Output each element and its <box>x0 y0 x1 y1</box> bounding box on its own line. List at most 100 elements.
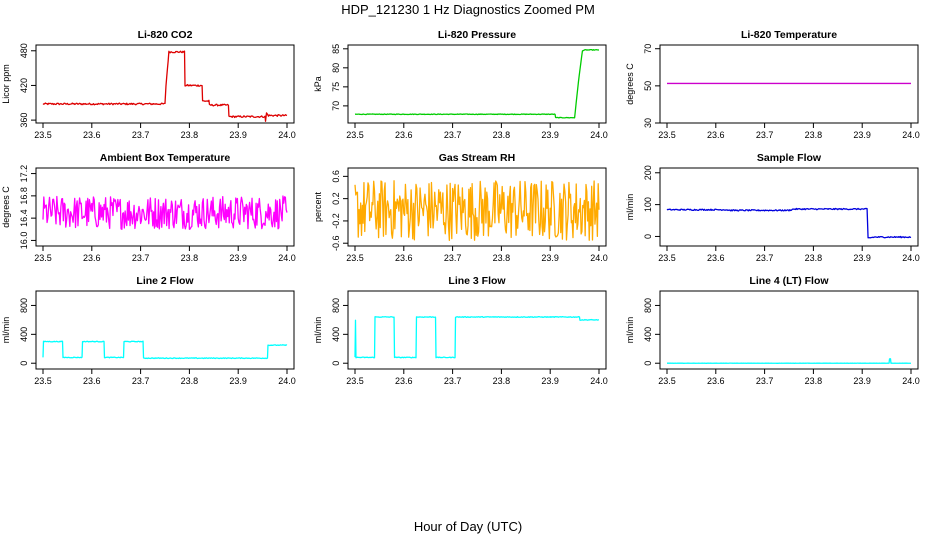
x-tick-label: 23.5 <box>658 130 676 140</box>
x-tick-label: 23.7 <box>756 376 774 386</box>
x-tick-label: 23.6 <box>83 253 101 263</box>
x-tick-label: 23.5 <box>346 376 364 386</box>
series-line <box>354 180 600 241</box>
x-tick-label: 23.8 <box>493 130 511 140</box>
x-tick-label: 23.6 <box>707 253 725 263</box>
y-tick-label: 400 <box>643 327 653 342</box>
y-tick-label: 0 <box>331 361 341 366</box>
panel-title: Li-820 Temperature <box>741 29 837 41</box>
x-tick-label: 23.7 <box>756 253 774 263</box>
chart-panel: Gas Stream RH percent 23.5 23.6 23.7 23.8 23.9… <box>313 152 608 263</box>
y-tick-label: 85 <box>331 44 341 54</box>
plot-frame <box>35 290 295 370</box>
y-axis-label: ml/min <box>625 194 635 221</box>
plot-frame <box>347 167 607 247</box>
y-axis-label: degrees C <box>1 186 11 228</box>
y-tick-label: 0 <box>19 361 29 366</box>
y-tick-label: 30 <box>643 118 653 128</box>
x-tick-label: 23.9 <box>541 130 559 140</box>
chart-panel: Li-820 CO2 Licor ppm 23.5 23.6 23.7 23.8 23.9 2… <box>1 29 296 140</box>
y-tick-label: 420 <box>19 78 29 93</box>
x-tick-label: 23.7 <box>444 376 462 386</box>
x-tick-label: 23.6 <box>707 130 725 140</box>
y-tick-label: 400 <box>19 327 29 342</box>
x-tick-label: 23.5 <box>34 376 52 386</box>
y-tick-label: 75 <box>331 82 341 92</box>
x-tick-label: 23.9 <box>229 130 247 140</box>
x-tick-label: 23.7 <box>444 253 462 263</box>
x-tick-label: 23.7 <box>444 130 462 140</box>
plot-frame <box>35 167 295 247</box>
y-axis-label: ml/min <box>1 317 11 344</box>
x-tick-label: 23.9 <box>853 253 871 263</box>
y-tick-label: 400 <box>331 327 341 342</box>
x-tick-label: 23.8 <box>181 253 199 263</box>
series-line <box>354 315 600 359</box>
y-tick-label: 70 <box>643 44 653 54</box>
plot-frame <box>659 167 919 247</box>
x-tick-label: 24.0 <box>590 130 608 140</box>
x-tick-label: 23.6 <box>395 376 413 386</box>
chart-panel: Line 2 Flow ml/min 23.5 23.6 23.7 23.8 23.9 24.… <box>1 275 296 386</box>
x-tick-label: 23.7 <box>132 253 150 263</box>
y-axis-label: ml/min <box>625 317 635 344</box>
chart-panel: Li-820 Pressure kPa 23.5 23.6 23.7 23.8 23.9 24… <box>313 29 608 140</box>
panel-title: Li-820 CO2 <box>138 29 193 41</box>
x-tick-label: 23.9 <box>853 376 871 386</box>
y-tick-label: 16.8 <box>19 187 29 205</box>
x-tick-label: 24.0 <box>278 376 296 386</box>
x-tick-label: 23.7 <box>132 376 150 386</box>
plot-frame <box>347 290 607 370</box>
x-tick-label: 23.9 <box>541 376 559 386</box>
x-tick-label: 23.6 <box>395 130 413 140</box>
x-tick-label: 23.7 <box>756 130 774 140</box>
series-line <box>354 49 600 119</box>
x-tick-label: 24.0 <box>278 130 296 140</box>
x-tick-label: 24.0 <box>902 130 920 140</box>
y-tick-label: 50 <box>643 81 653 91</box>
x-tick-label: 23.8 <box>805 253 823 263</box>
y-tick-label: -0.2 <box>331 213 341 229</box>
panel-title: Line 3 Flow <box>448 275 506 287</box>
x-tick-label: 23.6 <box>83 376 101 386</box>
panel-grid: Li-820 CO2 Licor ppm 23.5 23.6 23.7 23.8 23.9 2… <box>1 29 920 386</box>
y-tick-label: 800 <box>19 298 29 313</box>
x-tick-label: 24.0 <box>902 376 920 386</box>
chart-panel: Line 4 (LT) Flow ml/min 23.5 23.6 23.7 23.8 23… <box>625 275 920 386</box>
panel-title: Li-820 Pressure <box>438 29 516 41</box>
x-tick-label: 23.9 <box>541 253 559 263</box>
x-tick-label: 23.8 <box>805 130 823 140</box>
x-tick-label: 23.8 <box>181 376 199 386</box>
x-tick-label: 23.9 <box>229 376 247 386</box>
y-tick-label: 800 <box>331 298 341 313</box>
y-tick-label: 0.6 <box>331 170 341 183</box>
y-axis-label: ml/min <box>313 317 323 344</box>
x-tick-label: 24.0 <box>590 253 608 263</box>
x-tick-label: 23.9 <box>229 253 247 263</box>
y-tick-label: 0.2 <box>331 192 341 205</box>
x-tick-label: 23.5 <box>658 253 676 263</box>
y-tick-label: 360 <box>19 113 29 128</box>
x-tick-label: 23.5 <box>34 130 52 140</box>
y-tick-label: 16.0 <box>19 232 29 250</box>
y-axis-label: degrees C <box>625 63 635 105</box>
chart-panel: Li-820 Temperature degrees C 23.5 23.6 23.7 2… <box>625 29 920 140</box>
figure-title: HDP_121230 1 Hz Diagnostics Zoomed PM <box>341 2 595 17</box>
plot-frame <box>35 44 295 124</box>
panel-title: Sample Flow <box>757 152 822 164</box>
figure-x-axis-label: Hour of Day (UTC) <box>414 519 522 534</box>
y-tick-label: 17.2 <box>19 165 29 183</box>
series-line <box>666 358 912 364</box>
x-tick-label: 24.0 <box>278 253 296 263</box>
panel-title: Gas Stream RH <box>439 152 515 164</box>
plot-frame <box>659 44 919 124</box>
plot-frame <box>347 44 607 124</box>
y-axis-label: percent <box>313 191 323 222</box>
plot-frame <box>659 290 919 370</box>
y-axis-label: kPa <box>313 76 323 92</box>
x-tick-label: 23.7 <box>132 130 150 140</box>
x-tick-label: 23.5 <box>346 253 364 263</box>
y-tick-label: 16.4 <box>19 209 29 227</box>
x-tick-label: 23.6 <box>395 253 413 263</box>
